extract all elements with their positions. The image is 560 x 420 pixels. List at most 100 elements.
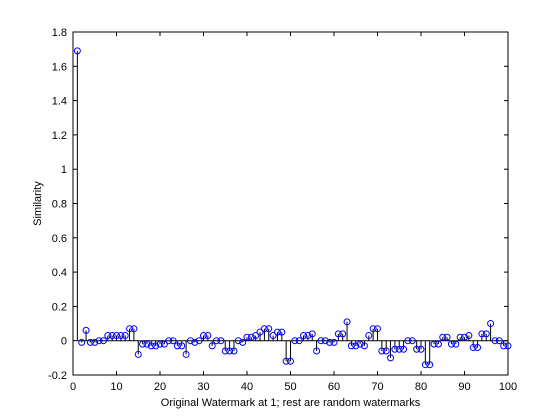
data-point xyxy=(234,337,242,345)
data-point xyxy=(91,338,99,346)
data-point xyxy=(326,338,334,346)
data-point xyxy=(117,332,125,340)
plot-area xyxy=(72,31,509,376)
data-point xyxy=(73,47,81,55)
data-point xyxy=(387,354,395,362)
data-point xyxy=(391,345,399,353)
data-point xyxy=(186,337,194,345)
data-point xyxy=(260,325,268,333)
data-point xyxy=(365,332,373,340)
data-point xyxy=(130,325,138,333)
data-point xyxy=(191,338,199,346)
data-point xyxy=(360,342,368,350)
data-point xyxy=(443,333,451,341)
data-point xyxy=(369,325,377,333)
data-point xyxy=(495,337,503,345)
data-point xyxy=(139,340,147,348)
x-tick-label: 10 xyxy=(110,381,122,393)
data-point xyxy=(417,345,425,353)
x-axis-label: Original Watermark at 1; rest are random… xyxy=(161,397,421,409)
data-point xyxy=(487,320,495,328)
data-point xyxy=(95,337,103,345)
data-point xyxy=(226,347,234,355)
data-point xyxy=(143,340,151,348)
data-point xyxy=(461,333,468,341)
data-point xyxy=(86,338,94,346)
data-point xyxy=(269,332,277,340)
data-point xyxy=(465,332,473,340)
data-point xyxy=(408,337,416,345)
data-point xyxy=(452,340,460,348)
data-point xyxy=(213,337,221,345)
data-point xyxy=(413,345,421,353)
data-point xyxy=(78,338,86,346)
data-point xyxy=(404,337,412,345)
data-point xyxy=(182,350,190,358)
y-tick-label: 0.8 xyxy=(52,199,67,211)
x-axis-ticks: 0 10 20 30 40 50 60 70 80 90 100 xyxy=(70,32,517,393)
data-point xyxy=(160,340,168,348)
data-point xyxy=(434,340,442,348)
y-tick-label: 1.8 xyxy=(52,27,67,39)
data-point xyxy=(421,361,429,369)
data-point xyxy=(247,333,255,341)
y-tick-label: 0.4 xyxy=(52,267,67,279)
data-point xyxy=(300,332,308,340)
data-point xyxy=(165,337,173,345)
data-point xyxy=(147,342,155,350)
data-point xyxy=(256,328,264,336)
data-point xyxy=(334,330,342,338)
y-tick-label: 1 xyxy=(61,164,67,176)
data-point xyxy=(113,332,120,340)
data-point xyxy=(491,337,499,345)
y-tick-label: 0 xyxy=(61,336,67,348)
data-point xyxy=(295,337,303,345)
y-tick-label: 1.2 xyxy=(52,130,67,142)
data-point xyxy=(282,357,290,365)
data-point xyxy=(308,330,316,338)
data-point xyxy=(152,342,160,350)
x-tick-label: 70 xyxy=(371,381,383,393)
data-point xyxy=(339,330,347,338)
y-tick-label: 1.6 xyxy=(52,61,67,73)
data-point xyxy=(156,340,164,348)
data-point xyxy=(347,342,355,350)
data-point xyxy=(313,347,321,355)
x-tick-label: 80 xyxy=(415,381,427,393)
data-point xyxy=(204,332,212,340)
x-tick-label: 40 xyxy=(241,381,253,393)
data-point xyxy=(178,342,186,350)
data-point xyxy=(447,340,455,348)
x-tick-label: 100 xyxy=(499,381,517,393)
data-point xyxy=(456,333,464,341)
data-point xyxy=(400,345,408,353)
data-point xyxy=(317,337,325,345)
data-point xyxy=(108,332,116,340)
data-point xyxy=(134,350,142,358)
data-point xyxy=(482,330,490,338)
y-axis-label: Similarity xyxy=(32,181,44,226)
data-point xyxy=(304,332,312,340)
x-tick-label: 0 xyxy=(70,381,76,393)
data-point xyxy=(469,344,477,352)
data-point xyxy=(121,332,129,340)
data-point xyxy=(287,357,294,365)
y-tick-label: 0.2 xyxy=(52,301,67,313)
y-tick-label: 1.4 xyxy=(52,96,67,108)
data-point xyxy=(395,345,403,353)
y-tick-label: 0.6 xyxy=(52,233,67,245)
data-point xyxy=(356,340,364,348)
data-point xyxy=(426,361,434,369)
x-tick-label: 50 xyxy=(284,381,296,393)
data-point xyxy=(252,332,260,340)
data-point xyxy=(291,337,299,345)
data-point xyxy=(478,330,486,338)
x-tick-label: 30 xyxy=(197,381,209,393)
data-point xyxy=(439,333,447,341)
data-point xyxy=(352,342,360,350)
data-point xyxy=(221,347,229,355)
data-point xyxy=(265,325,273,333)
data-point xyxy=(330,338,338,346)
data-point xyxy=(273,328,281,336)
